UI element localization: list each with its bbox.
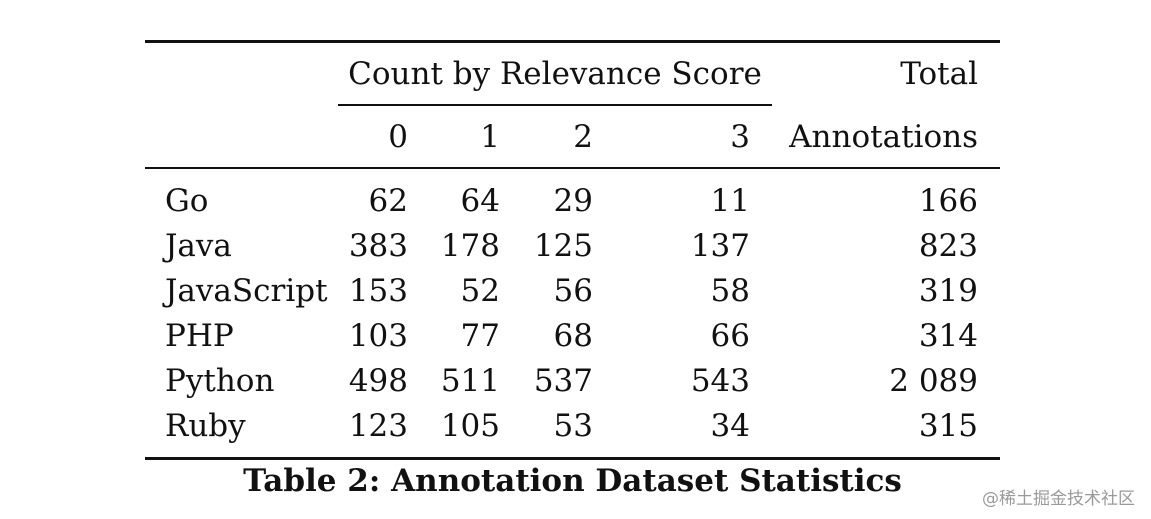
watermark: @稀土掘金技术社区 — [982, 489, 1135, 509]
bottom-rule — [145, 457, 1000, 460]
row-count-2: 29 — [553, 183, 593, 219]
row-total: 315 — [918, 408, 978, 444]
row-language: Ruby — [165, 408, 246, 444]
row-language: Python — [165, 363, 275, 399]
row-count-0: 383 — [348, 228, 408, 264]
row-language: Go — [165, 183, 209, 219]
row-total: 2 089 — [889, 363, 978, 399]
row-count-3: 137 — [690, 228, 750, 264]
row-total: 823 — [918, 228, 978, 264]
row-language: Java — [165, 228, 232, 264]
row-count-1: 105 — [440, 408, 500, 444]
row-count-0: 62 — [368, 183, 408, 219]
row-count-2: 125 — [533, 228, 593, 264]
total-header-line2: Annotations — [789, 119, 978, 155]
score-header-2: 2 — [573, 119, 593, 155]
row-count-2: 68 — [553, 318, 593, 354]
row-count-3: 66 — [710, 318, 750, 354]
row-count-1: 77 — [460, 318, 500, 354]
row-count-3: 34 — [710, 408, 750, 444]
row-count-2: 537 — [533, 363, 593, 399]
group-header: Count by Relevance Score — [348, 56, 762, 92]
row-count-2: 53 — [553, 408, 593, 444]
row-count-3: 11 — [710, 183, 750, 219]
score-header-1: 1 — [480, 119, 500, 155]
row-count-1: 64 — [460, 183, 500, 219]
row-count-3: 58 — [710, 273, 750, 309]
score-header-3: 3 — [730, 119, 750, 155]
row-total: 166 — [918, 183, 978, 219]
row-count-0: 153 — [348, 273, 408, 309]
row-count-0: 498 — [348, 363, 408, 399]
row-count-1: 52 — [460, 273, 500, 309]
row-count-0: 103 — [348, 318, 408, 354]
row-count-1: 511 — [440, 363, 500, 399]
header-rule — [145, 167, 1000, 169]
row-language: JavaScript — [165, 273, 328, 309]
row-language: PHP — [165, 318, 234, 354]
row-count-2: 56 — [553, 273, 593, 309]
row-count-0: 123 — [348, 408, 408, 444]
group-underline — [338, 104, 772, 106]
row-count-3: 543 — [690, 363, 750, 399]
row-count-1: 178 — [440, 228, 500, 264]
row-total: 314 — [918, 318, 978, 354]
total-header-line1: Total — [900, 56, 978, 92]
score-header-0: 0 — [388, 119, 408, 155]
top-rule — [145, 40, 1000, 43]
table-caption: Table 2: Annotation Dataset Statistics — [243, 463, 902, 499]
row-total: 319 — [918, 273, 978, 309]
